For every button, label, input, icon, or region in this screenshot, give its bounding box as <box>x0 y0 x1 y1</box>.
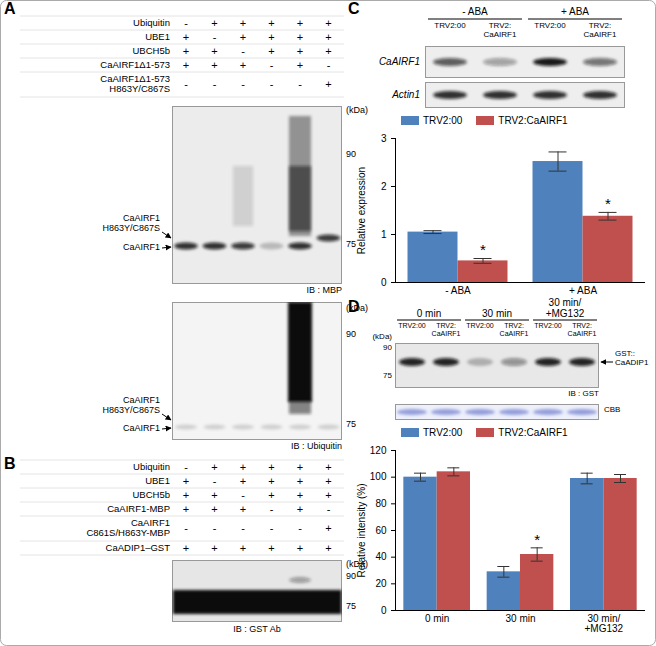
svg-text:3: 3 <box>381 133 387 144</box>
svg-text:*: * <box>534 531 540 548</box>
svg-text:0: 0 <box>381 277 387 288</box>
svg-text:60: 60 <box>375 525 387 536</box>
svg-text:100: 100 <box>370 471 387 482</box>
svg-text:0 min: 0 min <box>425 613 449 624</box>
svg-text:*: * <box>480 241 486 258</box>
svg-text:Relative intensity (%): Relative intensity (%) <box>356 484 367 578</box>
svg-text:- ABA: - ABA <box>445 285 471 296</box>
svg-text:2: 2 <box>381 181 387 192</box>
svg-text:+ ABA: + ABA <box>569 285 597 296</box>
svg-text:0: 0 <box>381 605 387 616</box>
svg-text:1: 1 <box>381 229 387 240</box>
svg-text:80: 80 <box>375 498 387 509</box>
svg-text:*: * <box>605 195 611 212</box>
svg-text:20: 20 <box>375 578 387 589</box>
svg-text:120: 120 <box>370 445 387 456</box>
svg-text:30 min: 30 min <box>505 613 535 624</box>
svg-text:Relative expression: Relative expression <box>356 167 367 254</box>
svg-text:40: 40 <box>375 551 387 562</box>
svg-text:30 min/+MG132: 30 min/+MG132 <box>585 613 624 634</box>
